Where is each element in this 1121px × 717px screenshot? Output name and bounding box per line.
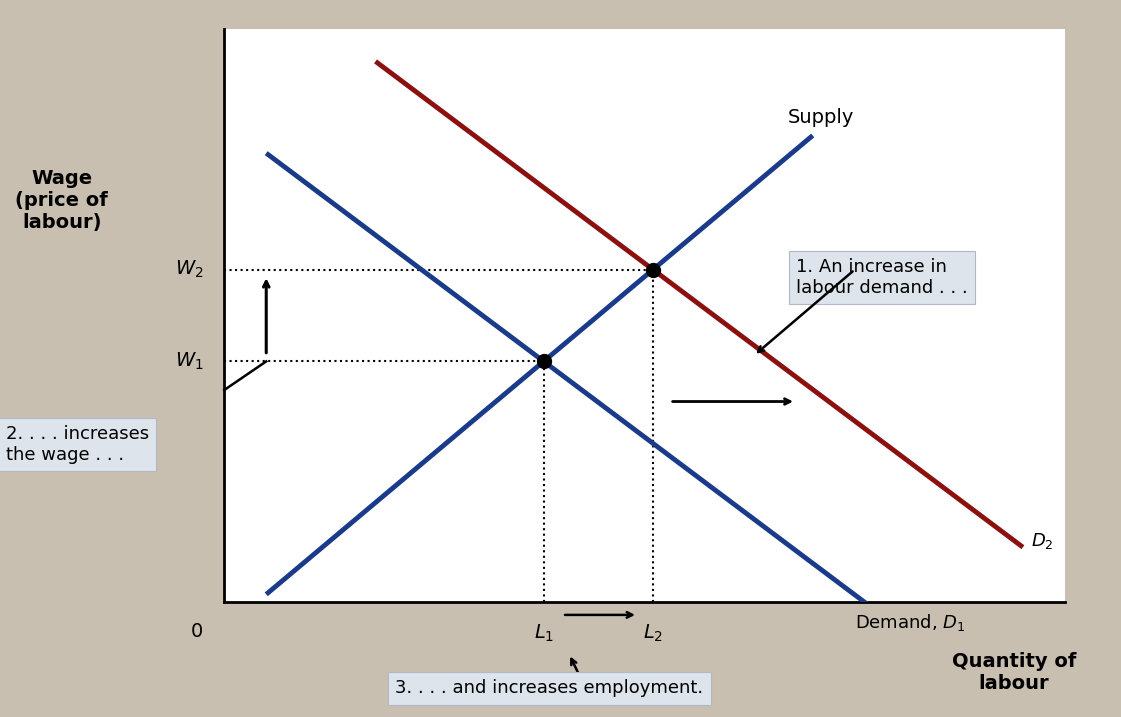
Text: $W_1$: $W_1$ (175, 351, 203, 372)
Text: $L_2$: $L_2$ (643, 622, 663, 644)
Text: 2. . . . increases
the wage . . .: 2. . . . increases the wage . . . (6, 425, 149, 464)
Text: Wage
(price of
labour): Wage (price of labour) (16, 169, 108, 232)
Text: Demand, $D_1$: Demand, $D_1$ (855, 612, 965, 633)
Text: Supply: Supply (788, 108, 854, 127)
Text: $W_2$: $W_2$ (175, 259, 203, 280)
Text: 0: 0 (191, 622, 203, 641)
Text: $L_1$: $L_1$ (534, 622, 554, 644)
Text: Quantity of
labour: Quantity of labour (952, 652, 1076, 693)
Text: 1. An increase in
labour demand . . .: 1. An increase in labour demand . . . (796, 258, 967, 297)
Text: $D_2$: $D_2$ (1031, 531, 1054, 551)
Text: 3. . . . and increases employment.: 3. . . . and increases employment. (396, 679, 703, 698)
